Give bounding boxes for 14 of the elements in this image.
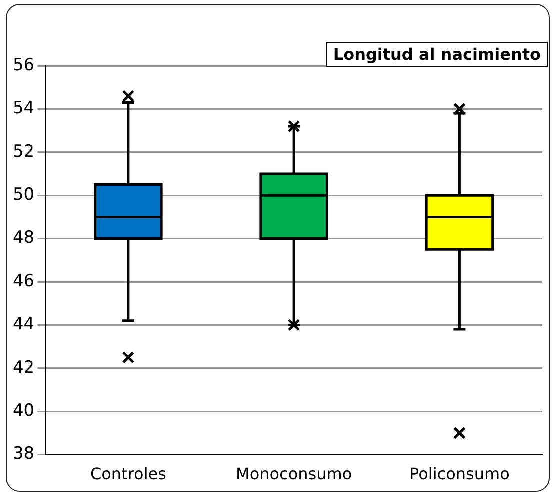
y-tick-label: 50 [12,185,35,206]
y-tick-label: 54 [12,98,35,119]
x-tick-label: Monoconsumo [236,464,352,484]
y-tick-label: 52 [12,142,35,162]
y-tick-label: 38 [12,444,35,464]
x-tick-label: Policonsumo [410,464,510,484]
y-tick-label: 40 [12,401,35,422]
y-tick-label: 42 [12,358,35,378]
y-tick-label: 46 [12,271,35,292]
chart-title: Longitud al nacimiento [326,42,548,67]
x-tick-label: Controles [90,464,166,484]
y-tick-label: 44 [12,314,35,335]
y-tick-label: 48 [12,228,35,248]
y-tick-label: 56 [12,55,35,76]
